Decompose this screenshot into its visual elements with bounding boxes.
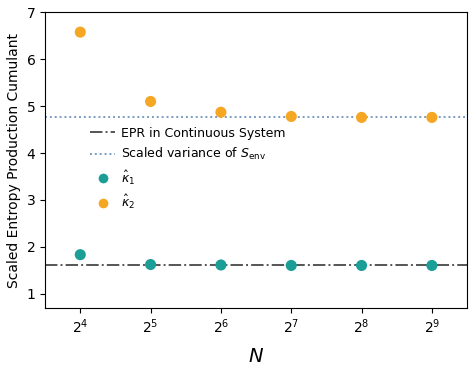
Point [358,115,365,120]
Point [217,262,225,268]
X-axis label: $N$: $N$ [248,347,264,366]
Point [287,263,295,269]
Point [147,98,155,104]
Y-axis label: Scaled Entropy Production Cumulant: Scaled Entropy Production Cumulant [7,32,21,288]
Point [287,113,295,119]
Point [217,109,225,115]
Point [76,252,84,258]
Point [358,263,365,269]
Point [428,115,436,120]
Point [428,263,436,269]
Point [147,261,155,267]
Point [76,29,84,35]
Legend: EPR in Continuous System, Scaled variance of $S_{\mathrm{env}}$, $\hat{\kappa}_1: EPR in Continuous System, Scaled varianc… [85,122,291,216]
